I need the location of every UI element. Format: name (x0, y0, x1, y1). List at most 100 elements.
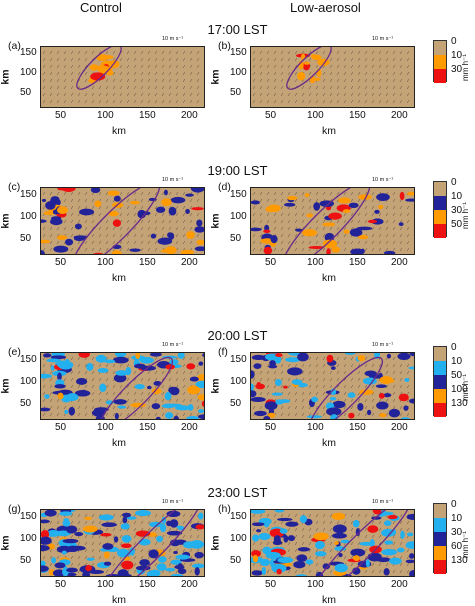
wind-arrow (133, 78, 137, 83)
region-outline (71, 188, 161, 254)
wind-arrow (378, 520, 382, 525)
precip-cell (160, 523, 167, 533)
precip-cell (259, 558, 270, 567)
wind-arrow (378, 233, 382, 238)
precip-cell (405, 541, 414, 549)
wind-arrow (329, 71, 333, 76)
wind-arrow (84, 363, 88, 368)
wind-arrow (329, 548, 333, 553)
wind-arrow (287, 191, 291, 196)
wind-arrow (406, 64, 410, 69)
wind-arrow (287, 71, 291, 76)
wind-arrow (399, 240, 403, 245)
wind-arrow (77, 198, 81, 203)
precip-cell (90, 188, 101, 194)
wind-arrow (406, 384, 410, 389)
wind-arrow (322, 384, 326, 389)
wind-arrow (63, 405, 67, 410)
precip-cell (338, 197, 351, 204)
wind-arrow (189, 370, 193, 375)
wind-arrow (357, 377, 361, 382)
map-svg (251, 353, 414, 419)
wind-arrow (315, 363, 319, 368)
precip-cell (50, 365, 55, 371)
wind-arrow (98, 191, 102, 196)
precip-cell (41, 250, 46, 254)
precip-cell (166, 520, 172, 527)
colorbar-swatch (434, 375, 446, 389)
wind-arrow (49, 562, 53, 567)
wind-arrow (406, 247, 410, 252)
wind-arrow (140, 85, 144, 90)
map-svg (41, 353, 204, 419)
x-tick-label: 150 (139, 257, 156, 268)
precip-cell (314, 551, 327, 557)
wind-arrow (280, 50, 284, 55)
wind-arrow (399, 370, 403, 375)
wind-arrow (126, 384, 130, 389)
wind-arrow (392, 398, 396, 403)
precip-cell (330, 366, 336, 370)
wind-arrow (406, 391, 410, 396)
wind-arrow (343, 412, 347, 417)
wind-arrow (364, 356, 368, 361)
precip-cell (334, 546, 347, 551)
wind-arrow (112, 370, 116, 375)
wind-arrow (161, 398, 165, 403)
wind-arrow (266, 219, 270, 224)
wind-arrow (196, 363, 200, 368)
wind-arrow (56, 412, 60, 417)
wind-arrow (392, 405, 396, 410)
wind-arrow (91, 219, 95, 224)
wind-arrow (56, 85, 60, 90)
wind-arrow (273, 377, 277, 382)
wind-arrow (105, 191, 109, 196)
wind-arrow (154, 205, 158, 210)
wind-arrow (308, 541, 312, 546)
wind-arrow (392, 92, 396, 97)
wind-arrow (42, 391, 46, 396)
wind-arrow (378, 562, 382, 567)
wind-arrow (406, 363, 410, 368)
wind-arrow (315, 384, 319, 389)
wind-arrow (63, 191, 67, 196)
wind-arrow (343, 219, 347, 224)
colorbar-swatch (434, 210, 446, 224)
wind-arrow (91, 384, 95, 389)
wind-arrow (189, 78, 193, 83)
wind-arrow (70, 78, 74, 83)
wind-arrow (378, 527, 382, 532)
wind-arrow (126, 391, 130, 396)
precip-cell (73, 235, 88, 239)
colorbar-swatch (434, 347, 446, 361)
wind-arrow (315, 240, 319, 245)
wind-arrow (357, 240, 361, 245)
wind-arrow (77, 405, 81, 410)
wind-arrow (77, 240, 81, 245)
y-tick-label: 150 (230, 511, 247, 523)
wind-arrow (336, 78, 340, 83)
precip-cell (409, 553, 414, 559)
precip-cell (170, 539, 181, 547)
wind-arrow (161, 391, 165, 396)
precip-cell (343, 229, 350, 234)
panel-label: (e) (8, 346, 21, 358)
wind-arrow (406, 71, 410, 76)
precip-cell (255, 383, 266, 390)
y-tick-label: 100 (20, 210, 37, 222)
wind-arrow (259, 85, 263, 90)
wind-arrow (266, 527, 270, 532)
wind-arrow (392, 71, 396, 76)
wind-arrow (259, 99, 263, 104)
precip-cell (311, 396, 319, 403)
wind-arrow (182, 78, 186, 83)
x-tick-label: 100 (97, 257, 114, 268)
x-tick-label: 200 (391, 257, 408, 268)
wind-arrow (196, 64, 200, 69)
wind-arrow (105, 233, 109, 238)
precip-cell (308, 245, 325, 249)
wind-arrow (399, 233, 403, 238)
wind-arrow (357, 50, 361, 55)
wind-arrow (119, 226, 123, 231)
wind-arrow (112, 233, 116, 238)
